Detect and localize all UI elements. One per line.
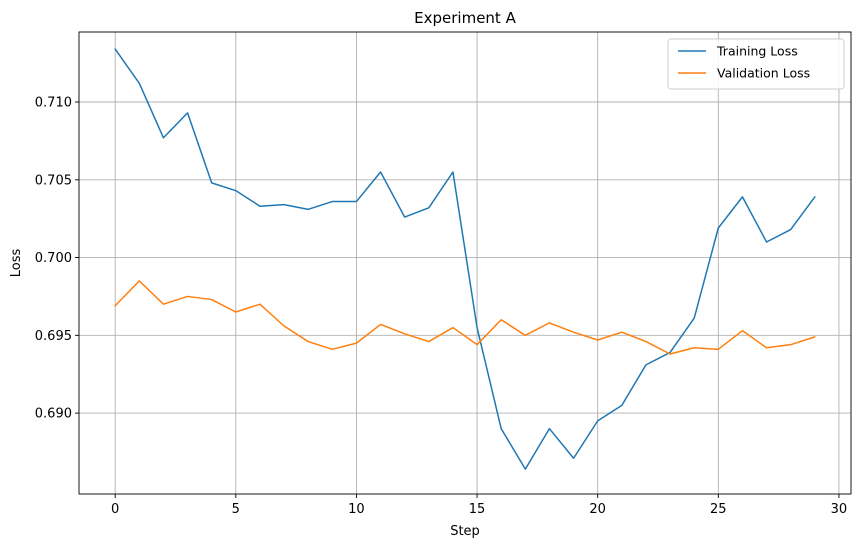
y-tick-label: 0.700 — [35, 251, 72, 266]
series-line-training-loss — [114, 48, 816, 470]
x-tick-label: 5 — [232, 502, 240, 517]
plot-area-border — [78, 31, 852, 495]
x-axis-ticks: 0 5 10 15 20 25 30 — [111, 494, 847, 517]
x-tick-label: 0 — [111, 502, 119, 517]
legend-label-training-loss: Training Loss — [716, 44, 798, 59]
y-tick-label: 0.690 — [35, 407, 72, 422]
y-tick-label: 0.710 — [35, 96, 72, 111]
y-axis-ticks: 0.690 0.695 0.700 0.705 0.710 — [35, 96, 79, 422]
legend-box — [667, 38, 845, 90]
legend: Training Loss Validation Loss — [667, 38, 845, 90]
x-tick-label: 25 — [710, 502, 727, 517]
x-tick-label: 30 — [831, 502, 848, 517]
x-tick-label: 20 — [589, 502, 606, 517]
y-tick-label: 0.705 — [35, 173, 72, 188]
grid — [79, 32, 851, 494]
series-lines — [114, 48, 816, 470]
x-tick-label: 15 — [469, 502, 486, 517]
chart-title: Experiment A — [414, 9, 516, 27]
y-tick-label: 0.695 — [35, 329, 72, 344]
y-axis-label: Loss — [9, 249, 24, 278]
x-tick-label: 10 — [348, 502, 365, 517]
legend-label-validation-loss: Validation Loss — [717, 66, 810, 81]
series-line-validation-loss — [114, 280, 816, 355]
x-axis-label: Step — [450, 524, 480, 539]
